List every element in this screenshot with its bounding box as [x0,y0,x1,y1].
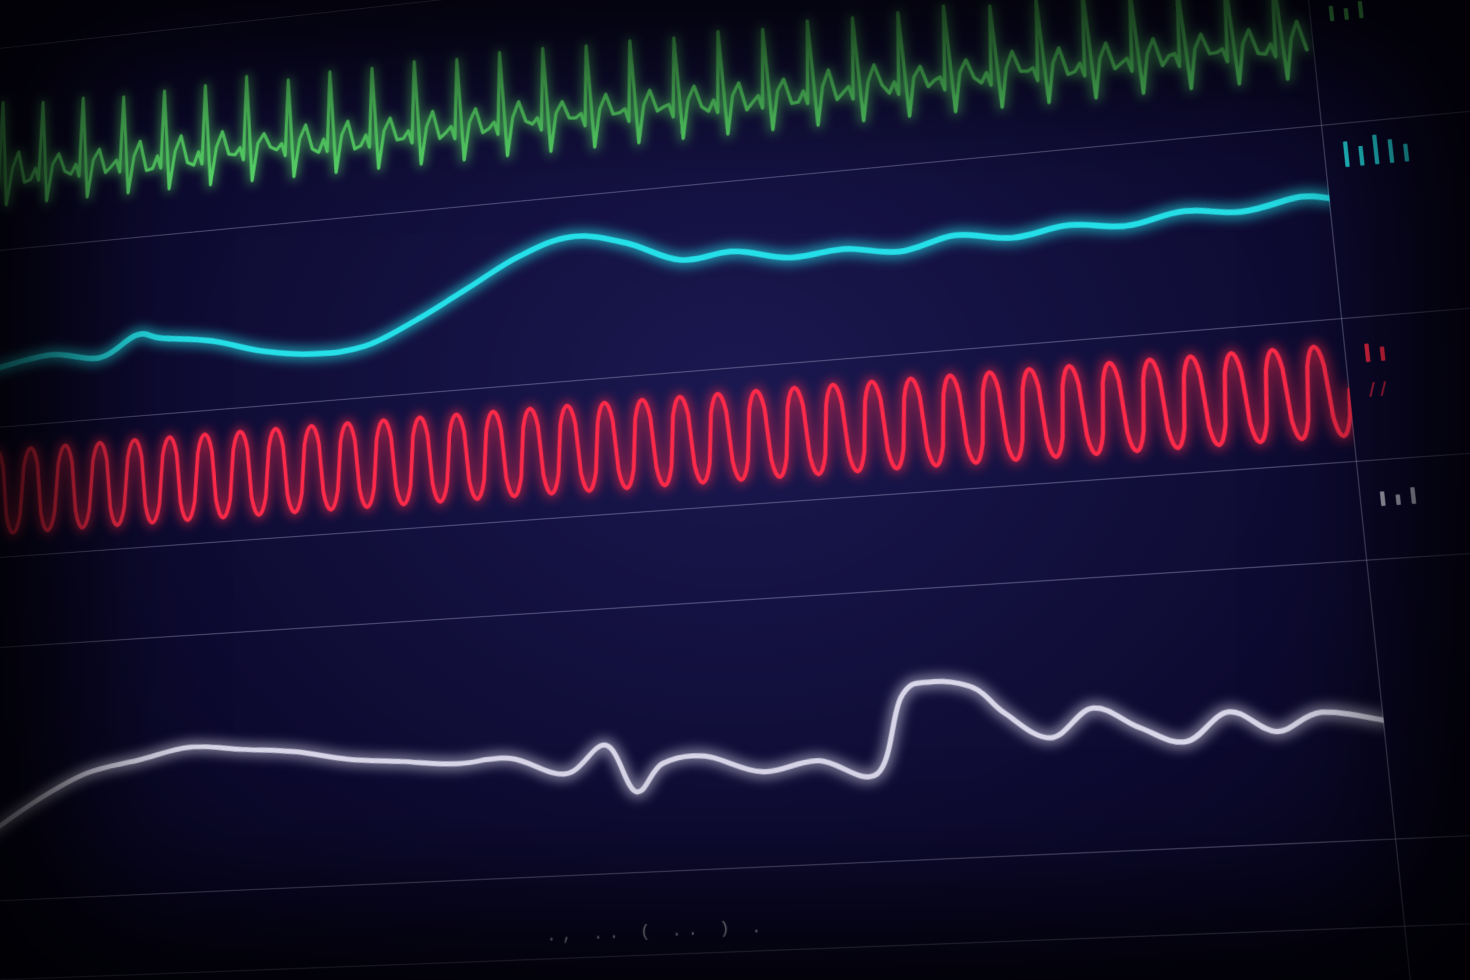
indicator-bar [1395,494,1400,505]
empty-bar-group-0 [1378,462,1470,506]
indicator-bar [1344,8,1349,20]
footer-bottom-text: ., .. ( .. ) . [0,892,1404,968]
art-slash-marks: / / [1367,358,1470,402]
art-sidebar: / / [1342,302,1470,461]
indicator-bar [1329,6,1335,22]
indicator-bar [1380,346,1386,361]
indicator-bar [1372,135,1379,165]
indicator-bar [1380,491,1386,506]
indicator-bar [1403,144,1409,162]
indicator-bar [1410,487,1416,504]
indicator-bar [1343,141,1350,167]
screen-plane: ■♥ / / ., .. ( .. ) . [0,0,1470,980]
art-bar-group-0 [1363,317,1470,362]
spo2-bar-group-0 [1342,121,1470,167]
footer-sidebar [1396,829,1470,925]
indicator-bar [1358,1,1364,19]
vital-signs-monitor: ■♥ / / ., .. ( .. ) . [0,0,1470,980]
empty-sidebar [1357,446,1470,559]
indicator-bar [1364,343,1370,362]
ecg-sidebar: ■♥ [1299,0,1470,125]
ecg-bar-group-1 [1327,0,1470,21]
spo2-sidebar [1322,106,1470,318]
indicator-bar [1358,146,1364,166]
indicator-bar [1388,139,1395,163]
